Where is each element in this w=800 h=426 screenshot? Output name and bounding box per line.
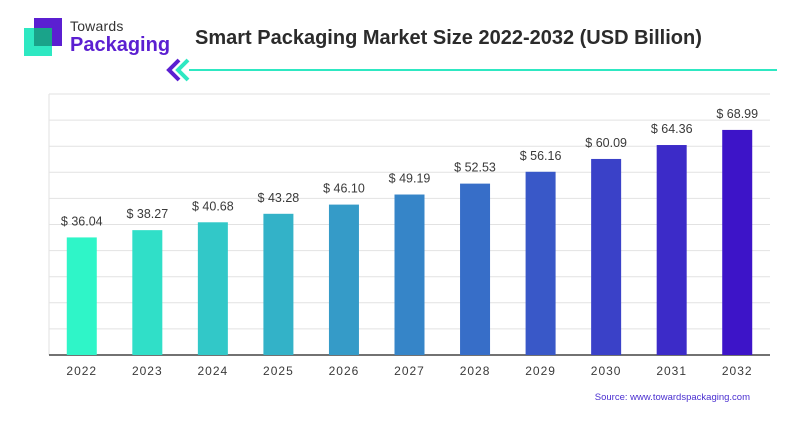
bar-2024	[197, 222, 228, 355]
x-tick-label-2026: 2026	[329, 364, 360, 378]
source-credit: Source: www.towardspackaging.com	[594, 392, 750, 403]
x-tick-label-2027: 2027	[394, 364, 425, 378]
chevron-left-icon	[166, 58, 181, 82]
x-tick-label-2028: 2028	[460, 364, 491, 378]
logo-mark-icon	[24, 18, 62, 56]
bar-2029	[525, 171, 556, 355]
x-tick-label-2030: 2030	[591, 364, 622, 378]
brand-line-2: Packaging	[70, 34, 171, 56]
header-accent-decoration	[166, 58, 777, 82]
bar-2025	[263, 213, 294, 355]
x-tick-label-2023: 2023	[132, 364, 163, 378]
value-label-2032: $ 68.99	[716, 107, 758, 121]
x-tick-label-2022: 2022	[66, 364, 97, 378]
x-tick-label-2024: 2024	[198, 364, 229, 378]
bar-2030	[591, 158, 622, 355]
value-label-2022: $ 36.04	[61, 214, 103, 228]
bar-2027	[394, 194, 425, 355]
x-tick-label-2025: 2025	[263, 364, 294, 378]
value-label-2028: $ 52.53	[454, 161, 496, 175]
bar-2032	[722, 129, 753, 355]
bar-2022	[66, 237, 97, 355]
value-label-2025: $ 43.28	[258, 191, 300, 205]
value-label-2031: $ 64.36	[651, 122, 693, 136]
chevron-left-accent-icon	[175, 58, 190, 82]
value-label-2023: $ 38.27	[126, 207, 168, 221]
value-label-2030: $ 60.09	[585, 136, 627, 150]
x-tick-label-2031: 2031	[656, 364, 687, 378]
bar-2028	[460, 183, 491, 355]
x-tick-label-2032: 2032	[722, 364, 753, 378]
page-title: Smart Packaging Market Size 2022-2032 (U…	[195, 27, 702, 49]
value-label-2024: $ 40.68	[192, 199, 234, 213]
x-tick-label-2029: 2029	[525, 364, 556, 378]
value-label-2029: $ 56.16	[520, 149, 562, 163]
bar-2031	[656, 145, 687, 355]
value-label-2027: $ 49.19	[389, 172, 431, 186]
brand-logo: Towards Packaging	[24, 16, 174, 58]
value-label-2026: $ 46.10	[323, 182, 365, 196]
brand-line-1: Towards	[70, 18, 124, 34]
bar-2026	[328, 204, 359, 355]
bar-2023	[132, 230, 163, 355]
